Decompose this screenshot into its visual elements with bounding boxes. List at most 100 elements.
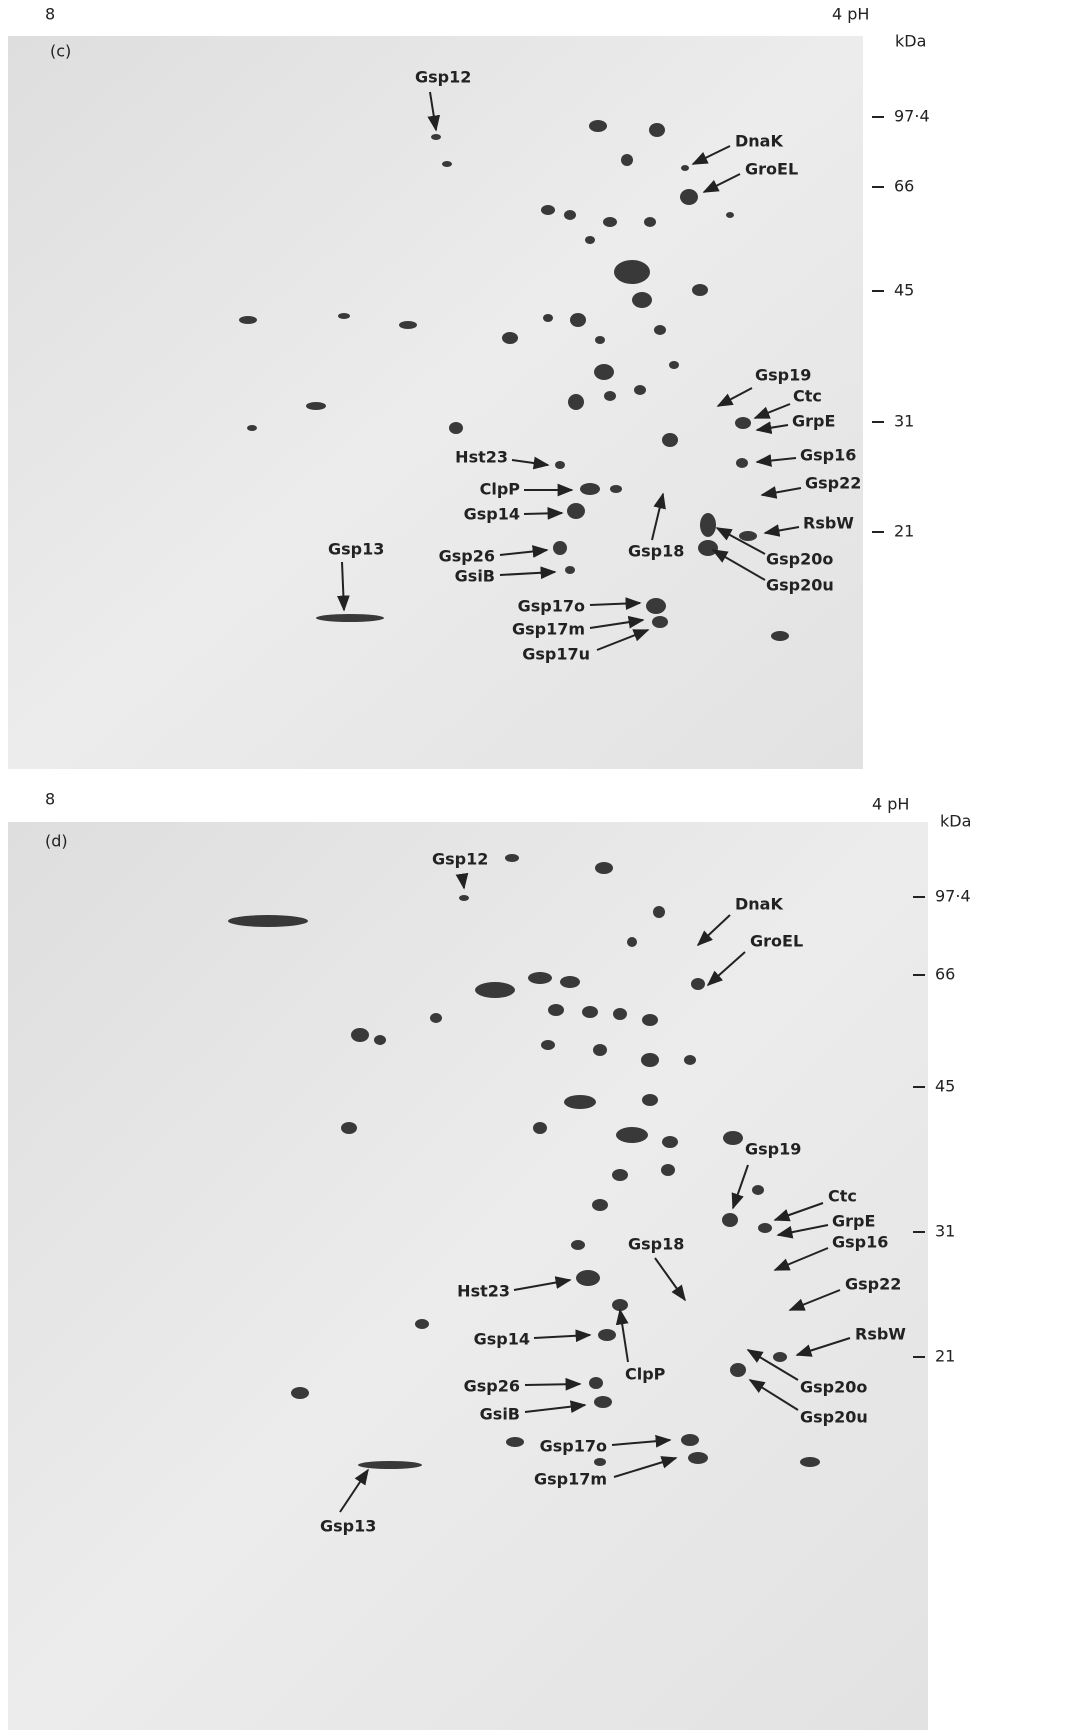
protein-label: Gsp12 — [415, 68, 471, 87]
spot — [604, 391, 616, 401]
spot — [589, 1377, 603, 1389]
unit: kDa — [940, 812, 971, 831]
spot — [726, 212, 734, 218]
arrow — [524, 1400, 587, 1414]
spot — [594, 1458, 606, 1466]
protein-label: Gsp17m — [534, 1470, 607, 1489]
mass-marker: 31 — [935, 1222, 955, 1241]
protein-label: Gsp17o — [518, 597, 585, 616]
spot — [739, 531, 757, 541]
mass-marker: 66 — [935, 965, 955, 984]
spot — [594, 364, 614, 380]
arrow — [776, 1224, 829, 1239]
spot — [649, 123, 665, 137]
protein-label: GsiB — [455, 567, 495, 586]
spot — [684, 1055, 696, 1065]
spot — [595, 336, 605, 344]
arrow — [524, 1377, 582, 1391]
arrow — [746, 1349, 799, 1381]
spot — [642, 1014, 658, 1026]
spot — [560, 976, 580, 988]
spot — [691, 978, 705, 990]
spot — [662, 433, 678, 447]
spot — [555, 461, 565, 469]
arrow — [513, 1276, 572, 1291]
spot — [594, 1396, 612, 1408]
spot — [570, 313, 586, 327]
arrow — [615, 1308, 629, 1363]
spot — [506, 1437, 524, 1447]
spot — [614, 260, 650, 284]
spot — [502, 332, 518, 344]
protein-label: Gsp18 — [628, 1235, 684, 1254]
spot — [613, 1008, 627, 1020]
spot — [374, 1035, 386, 1045]
arrow — [711, 549, 766, 581]
protein-label: Gsp14 — [464, 505, 520, 524]
protein-label: Hst23 — [457, 1282, 510, 1301]
mass-marker: 97·4 — [935, 887, 971, 906]
spot — [723, 1131, 743, 1145]
arrow — [755, 454, 797, 467]
spot — [228, 915, 308, 927]
spot — [449, 422, 463, 434]
arrow — [611, 1434, 672, 1448]
protein-label: Gsp14 — [474, 1330, 530, 1349]
annotations: 8 4 pH kDa (c) 97·4 66 45 31 21 Gsp12 DnaK GroEL Gsp… — [45, 5, 971, 1536]
protein-label: Gsp18 — [628, 542, 684, 561]
spot — [505, 854, 519, 862]
protein-label: Gsp26 — [464, 1377, 520, 1396]
spot — [585, 236, 595, 244]
spot — [459, 895, 469, 901]
spot — [603, 217, 617, 227]
protein-label: Gsp12 — [432, 850, 488, 869]
spot — [571, 1240, 585, 1250]
arrow — [716, 387, 753, 407]
spot — [564, 210, 576, 220]
spot — [565, 566, 575, 574]
spot — [612, 1299, 628, 1311]
spot — [541, 205, 555, 215]
protein-label: Ctc — [828, 1187, 857, 1206]
protein-label: ClpP — [480, 480, 521, 499]
spot — [610, 485, 622, 493]
spot — [442, 161, 452, 167]
spot — [543, 314, 553, 322]
arrow — [753, 403, 791, 419]
arrow — [748, 1379, 799, 1411]
spot — [669, 361, 679, 369]
arrow — [760, 486, 802, 499]
protein-label: Gsp20o — [766, 550, 833, 569]
arrow — [651, 492, 666, 541]
spot — [567, 503, 585, 519]
arrow — [715, 527, 766, 555]
arrow — [795, 1337, 851, 1357]
protein-label: Gsp20u — [800, 1408, 868, 1427]
spot — [528, 972, 552, 984]
protein-label: DnaK — [735, 895, 783, 914]
arrow — [499, 566, 557, 580]
spot — [653, 906, 665, 918]
spot — [564, 1095, 596, 1109]
spot — [773, 1352, 787, 1362]
arrow — [455, 872, 469, 890]
arrow — [499, 545, 549, 558]
spot — [688, 1452, 708, 1464]
arrow — [788, 1289, 841, 1311]
mass-marker: 45 — [894, 281, 914, 300]
spot — [580, 483, 600, 495]
spot — [341, 1122, 357, 1134]
spot — [415, 1319, 429, 1329]
arrow — [654, 1257, 686, 1302]
arrow — [339, 1468, 369, 1513]
spot — [632, 292, 652, 308]
spot — [800, 1457, 820, 1467]
spot — [430, 1013, 442, 1023]
arrow — [773, 1202, 824, 1222]
spot — [291, 1387, 309, 1399]
protein-label: Gsp13 — [320, 1517, 376, 1536]
spot — [646, 598, 666, 614]
protein-label: GrpE — [832, 1212, 875, 1231]
spot — [431, 134, 441, 140]
